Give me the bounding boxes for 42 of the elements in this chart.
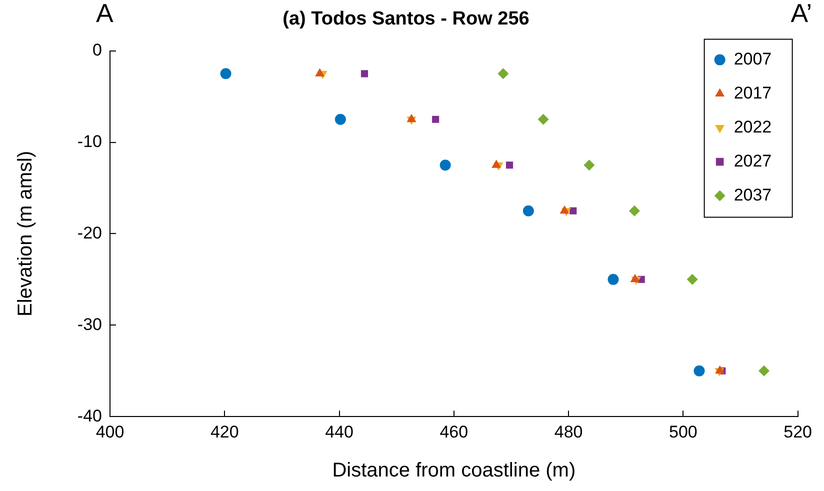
y-axis-title: Elevation (m amsl) [14,150,37,317]
x-tick-label: 520 [784,422,812,442]
legend-label: 2017 [734,83,772,102]
legend-label: 2037 [734,185,772,204]
x-axis-title: Distance from coastline (m) [332,460,576,482]
point [440,160,451,171]
y-tick-label: -20 [77,223,102,242]
point [694,365,705,376]
x-tick-label: 440 [325,422,354,442]
point [560,205,570,214]
text: A [96,0,114,28]
x-tick-label: 420 [210,422,239,442]
point [715,365,725,374]
point [220,68,232,80]
point [584,160,595,171]
point [334,114,346,125]
point [360,70,368,78]
point [492,160,502,168]
legend-label: 2027 [734,151,772,170]
point [570,207,577,214]
point [630,274,640,282]
point [406,114,416,122]
point [686,274,698,285]
point [432,116,440,123]
point [538,114,549,125]
y-tick-label: -10 [77,132,102,151]
point [608,274,619,285]
point [522,205,534,216]
point [758,365,770,376]
y-tick-label: 0 [92,40,102,60]
x-tick-label: 480 [554,422,583,442]
point [628,205,640,216]
x-tick-label: 460 [440,422,468,442]
legend-label: 2007 [734,49,772,68]
point [506,162,514,169]
legend-label: 2022 [734,117,772,136]
chart-title: (a) Todos Santos - Row 256 [282,8,530,30]
text: A’ [790,0,812,28]
y-tick-label: -30 [77,314,102,334]
point [315,68,325,76]
x-tick-label: 500 [668,422,698,442]
point [498,68,509,80]
